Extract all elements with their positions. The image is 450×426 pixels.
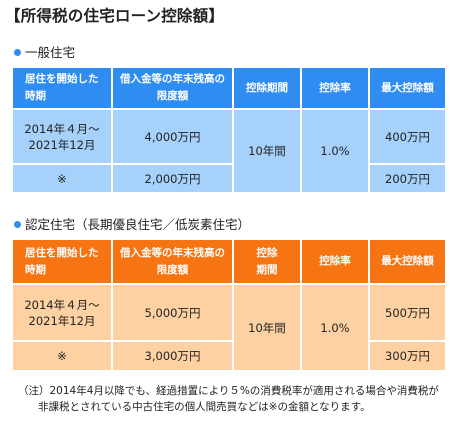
footnote-line-1: （注）2014年4月以降でも、経過措置により５%の消費税率が適用される場合や消費… xyxy=(18,385,439,397)
cell-period: 2014年４月～ 2021年12月 xyxy=(13,285,111,340)
header-rate: 控除率 xyxy=(302,68,368,108)
cell-period: ※ xyxy=(13,165,111,192)
table-header-row: 居住を開始した時期 借入金等の年末残高の限度額 控除期間 控除率 最大控除額 xyxy=(13,68,445,108)
cell-max: 400万円 xyxy=(370,110,445,163)
header-limit: 借入金等の年末残高の 限度額 xyxy=(113,68,232,108)
header-period: 居住を開始した 時期 xyxy=(13,68,111,108)
cell-period: 2014年４月～ 2021年12月 xyxy=(13,110,111,163)
table-row: ※ 3,000万円 300万円 xyxy=(13,342,445,370)
cell-limit: 3,000万円 xyxy=(113,342,232,370)
cell-period: ※ xyxy=(13,342,111,370)
bullet-dot-icon xyxy=(14,221,21,228)
table-header-row: 居住を開始した時期 借入金等の年末残高の限度額 控除期間 控除率 最大控除額 xyxy=(13,240,445,283)
footnote-line-2: 非課税とされている中古住宅の個人間売買などは※の金額となります。 xyxy=(38,401,371,413)
header-term: 控除期間 xyxy=(234,68,300,108)
header-limit: 借入金等の年末残高の 限度額 xyxy=(113,240,232,283)
cell-rate: 1.0% xyxy=(302,110,368,192)
cell-limit: 5,000万円 xyxy=(113,285,232,340)
cell-max: 500万円 xyxy=(370,285,445,340)
header-term: 控除期間 xyxy=(234,240,300,283)
cell-limit: 4,000万円 xyxy=(113,110,232,163)
cell-limit: 2,000万円 xyxy=(113,165,232,192)
certified-label-text: 認定住宅（長期優良住宅／低炭素住宅） xyxy=(25,217,251,232)
general-label-text: 一般住宅 xyxy=(25,45,76,60)
cell-term: 10年間 xyxy=(234,285,300,370)
certified-housing-table: 居住を開始した 時期 借入金等の年末残高の 限度額 控除 期間 控除率 最大控除額 2… xyxy=(11,238,447,372)
header-rate: 控除率 xyxy=(302,240,368,283)
cell-max: 200万円 xyxy=(370,165,445,192)
cell-max: 300万円 xyxy=(370,342,445,370)
certified-section-label: 認定住宅（長期優良住宅／低炭素住宅） xyxy=(14,214,250,233)
header-period: 居住を開始した 時期 xyxy=(13,240,111,283)
general-section-label: 一般住宅 xyxy=(14,42,75,61)
cell-term: 10年間 xyxy=(234,110,300,192)
bullet-dot-icon xyxy=(14,49,21,56)
cell-rate: 1.0% xyxy=(302,285,368,370)
table-row: 2014年４月～ 2021年12月 5,000万円 10年間 1.0% 500万円 xyxy=(13,285,445,370)
table-row: 2014年４月～ 2021年12月 4,000万円 10年間 1.0% 400万円 xyxy=(13,110,445,192)
table-row: ※ 2,000万円 200万円 xyxy=(13,165,445,192)
header-max: 最大控除額 xyxy=(370,68,445,108)
page-title: 【所得税の住宅ローン控除額】 xyxy=(5,7,225,25)
header-max: 最大控除額 xyxy=(370,240,445,283)
footnote: （注）2014年4月以降でも、経過措置により５%の消費税率が適用される場合や消費… xyxy=(18,383,443,415)
general-housing-table: 居住を開始した 時期 借入金等の年末残高の 限度額 控除期間 控除率 最大控除額 2… xyxy=(11,66,447,194)
